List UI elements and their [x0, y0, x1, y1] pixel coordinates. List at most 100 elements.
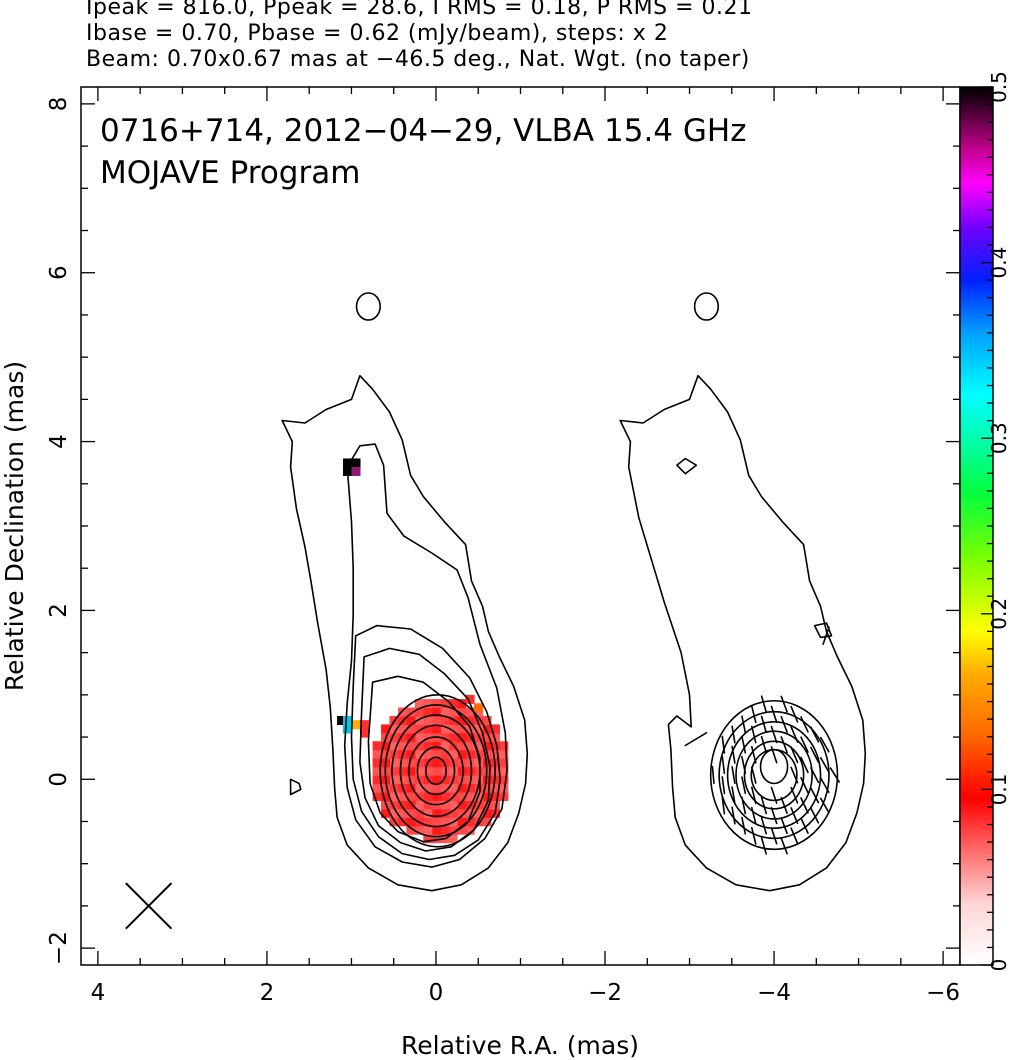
pol-pixel [397, 724, 407, 734]
evpa-tick [810, 766, 820, 784]
pol-pixel [423, 791, 433, 801]
pol-pixel [389, 791, 399, 801]
pol-pixel [440, 749, 450, 759]
contour-lines [281, 292, 867, 892]
pol-pixel [431, 724, 441, 734]
evpa-tick [770, 746, 778, 764]
pol-pixel [381, 783, 391, 793]
pol-pixel [440, 808, 450, 818]
evpa-tick [819, 777, 830, 794]
pol-pixel [372, 783, 382, 793]
contour-line [759, 748, 789, 785]
pol-pixel [431, 715, 441, 725]
contour-line [384, 704, 488, 838]
evpa-tick [790, 807, 799, 824]
evpa-tick [721, 755, 726, 774]
y-tick-label: 6 [46, 265, 72, 280]
pol-pixel [423, 766, 433, 776]
evpa-tick [731, 786, 736, 805]
pol-pixel [389, 766, 399, 776]
contour-line [813, 622, 833, 639]
evpa-tick [760, 735, 768, 754]
pol-pixel [414, 800, 424, 810]
y-axis-label: Relative Declination (mas) [0, 361, 29, 691]
pol-pixel [414, 749, 424, 759]
evpa-tick [810, 746, 820, 763]
pol-pixel [457, 715, 467, 725]
evpa-tick [800, 736, 809, 753]
pol-pixel [465, 732, 475, 742]
colorbar-tick-label: 0.5 [987, 71, 1011, 103]
pol-pixel [457, 800, 467, 810]
evpa-tick [780, 715, 788, 733]
pol-pixel [457, 732, 467, 742]
pol-pixel [431, 808, 441, 818]
pol-pixel [337, 715, 347, 725]
pol-pixel [343, 715, 353, 725]
pol-pixel [372, 791, 382, 801]
pol-pixel [343, 458, 353, 468]
pol-pixel [406, 775, 416, 785]
pol-pixel [457, 766, 467, 776]
pol-pixel [465, 707, 475, 717]
evpa-tick [790, 827, 799, 845]
evpa-tick [721, 796, 726, 815]
x-tick-label: −4 [757, 980, 791, 1006]
contour-line [289, 778, 302, 796]
pol-pixel [406, 825, 416, 835]
contour-line [743, 740, 805, 810]
pol-pixel [423, 741, 433, 751]
pol-pixel [406, 741, 416, 751]
evpa-tick [800, 797, 809, 814]
pol-pixel [381, 808, 391, 818]
plot-frame [80, 86, 961, 966]
axis-tick-labels: 4 2 0 −2 −4 −6 −2 0 2 4 6 8 [46, 97, 960, 1006]
pol-pixel [351, 458, 361, 468]
x-tick-label: 2 [260, 980, 275, 1006]
evpa-tick [780, 695, 788, 713]
pol-pixel [440, 817, 450, 827]
pol-pixel [474, 775, 484, 785]
pol-pixel [448, 766, 458, 776]
pol-pixel [440, 800, 450, 810]
pol-pixel [389, 732, 399, 742]
pol-pixel [406, 808, 416, 818]
pol-pixel [397, 775, 407, 785]
pol-pixel [440, 715, 450, 725]
evpa-tick [741, 776, 747, 795]
evpa-tick [770, 806, 778, 825]
evpa-ticks [684, 626, 841, 855]
contour-line [676, 457, 698, 475]
evpa-tick [760, 715, 768, 734]
pol-pixel [482, 724, 492, 734]
pol-pixel [474, 741, 484, 751]
evpa-tick [750, 786, 757, 805]
pol-pixel [490, 783, 500, 793]
pol-pixel [431, 775, 441, 785]
header-line-3: Beam: 0.70x0.67 mas at −46.5 deg., Nat. … [86, 47, 750, 72]
pol-pixel [474, 715, 484, 725]
pol-pixel [351, 720, 361, 730]
evpa-tick [810, 726, 820, 743]
pol-pixel [414, 766, 424, 776]
pol-pixel [457, 817, 467, 827]
pol-pixel [499, 749, 509, 759]
evpa-tick [711, 765, 715, 785]
evpa-tick [741, 796, 747, 815]
pol-pixel [406, 724, 416, 734]
pol-pixel [431, 817, 441, 827]
pol-pixel [414, 825, 424, 835]
pol-pixel [423, 749, 433, 759]
y-tick-label: 4 [46, 434, 72, 449]
evpa-tick [750, 826, 757, 845]
evpa-tick [731, 725, 736, 744]
pol-pixel [414, 699, 424, 709]
pol-pixel [431, 707, 441, 717]
pol-pixel [431, 783, 441, 793]
evpa-tick [800, 716, 809, 733]
y-tick-label: 0 [46, 772, 72, 787]
y-tick-label: 2 [46, 603, 72, 618]
contour-line [619, 374, 867, 892]
pol-pixel [440, 775, 450, 785]
evpa-tick [750, 725, 757, 744]
